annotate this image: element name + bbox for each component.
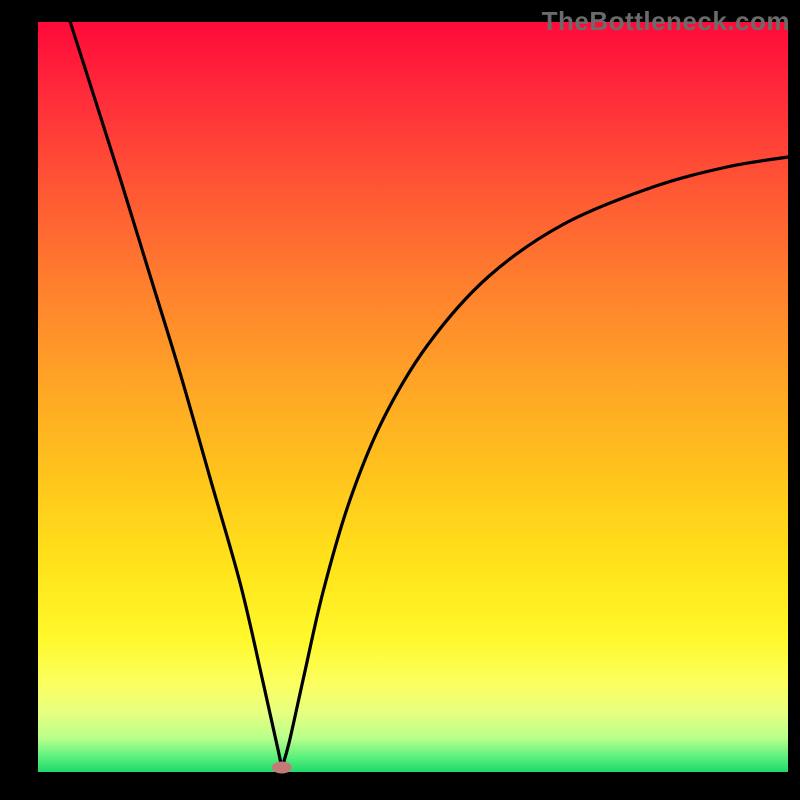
plot-background-gradient bbox=[38, 22, 788, 772]
bottleneck-chart bbox=[0, 0, 800, 800]
curve-minimum-marker bbox=[272, 762, 292, 774]
watermark-label: TheBottleneck.com bbox=[542, 6, 790, 37]
